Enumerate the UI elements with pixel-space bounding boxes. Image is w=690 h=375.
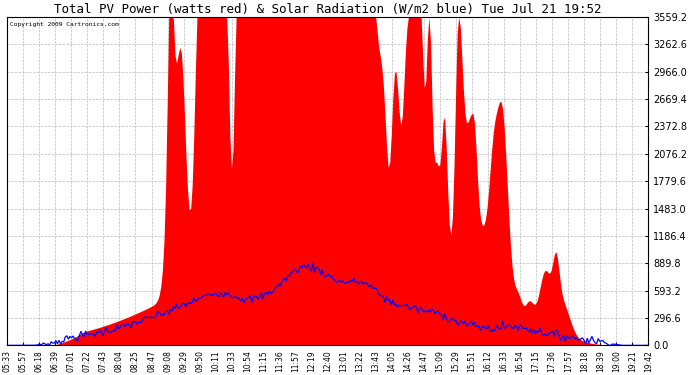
Title: Total PV Power (watts red) & Solar Radiation (W/m2 blue) Tue Jul 21 19:52: Total PV Power (watts red) & Solar Radia… — [54, 3, 602, 16]
Text: Copyright 2009 Cartronics.com: Copyright 2009 Cartronics.com — [10, 22, 119, 27]
